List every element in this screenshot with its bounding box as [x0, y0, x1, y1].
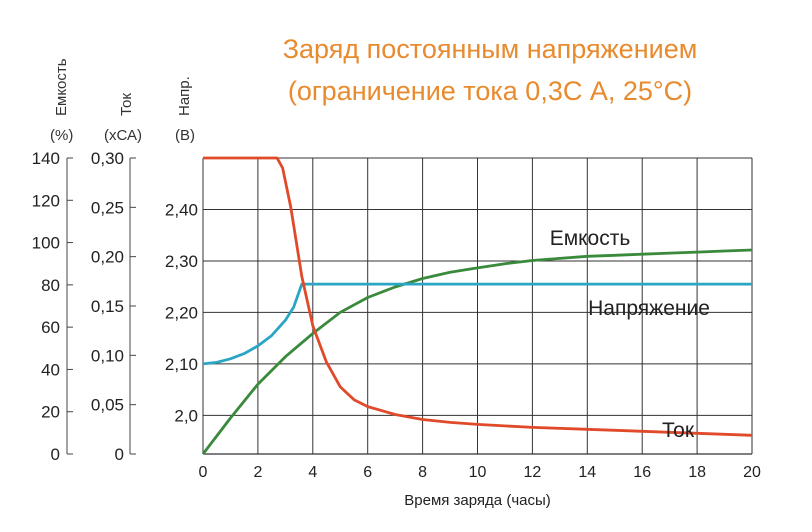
current-tick-label: 0,25	[91, 198, 124, 217]
capacity-tick-label: 80	[41, 276, 60, 295]
x-tick-label: 6	[363, 464, 372, 481]
current-tick-label: 0	[115, 445, 124, 464]
x-tick-label: 12	[524, 464, 542, 481]
current-tick-label: 0,15	[91, 297, 124, 316]
series-label-current: Ток	[662, 419, 695, 442]
capacity-tick-label: 20	[41, 403, 60, 422]
series-label-voltage: Напряжение	[588, 297, 710, 320]
x-tick-label: 20	[743, 464, 761, 481]
current-tick-label: 0,30	[91, 149, 124, 168]
x-tick-label: 4	[308, 464, 317, 481]
x-tick-label: 10	[469, 464, 487, 481]
capacity-tick-label: 40	[41, 360, 60, 379]
x-tick-label: 14	[578, 464, 596, 481]
series-label-capacity: Емкость	[550, 227, 631, 250]
series-line-current	[203, 156, 753, 437]
chart-subtitle: (ограничение тока 0,3С А, 25°С)	[287, 76, 693, 106]
x-axis-label: Время заряда (часы)	[404, 492, 551, 509]
series-line-voltage	[202, 282, 752, 366]
voltage-tick-label: 2,20	[165, 303, 198, 322]
voltage-tick-label: 2,40	[165, 200, 198, 219]
current-tick-label: 0,20	[91, 248, 124, 267]
voltage-axis-unit: (В)	[175, 127, 195, 144]
x-tick-label: 18	[688, 464, 706, 481]
capacity-tick-label: 140	[32, 149, 60, 168]
voltage-tick-label: 2,30	[165, 252, 198, 271]
capacity-tick-label: 0	[51, 445, 60, 464]
series-line-capacity	[201, 248, 753, 455]
capacity-axis-unit: (%)	[50, 127, 74, 144]
x-tick-label: 0	[199, 464, 208, 481]
voltage-tick-label: 2,10	[165, 355, 198, 374]
chart-title: Заряд постоянным напряжением	[282, 34, 698, 64]
current-tick-label: 0,10	[91, 346, 124, 365]
x-tick-label: 8	[418, 464, 427, 481]
current-axis-unit: (хСА)	[104, 127, 142, 144]
voltage-tick-label: 2,0	[174, 406, 198, 425]
capacity-tick-label: 100	[32, 234, 60, 253]
x-tick-label: 2	[253, 464, 262, 481]
current-tick-label: 0,05	[91, 396, 124, 415]
capacity-tick-label: 120	[32, 191, 60, 210]
x-tick-label: 16	[633, 464, 651, 481]
capacity-tick-label: 60	[41, 318, 60, 337]
